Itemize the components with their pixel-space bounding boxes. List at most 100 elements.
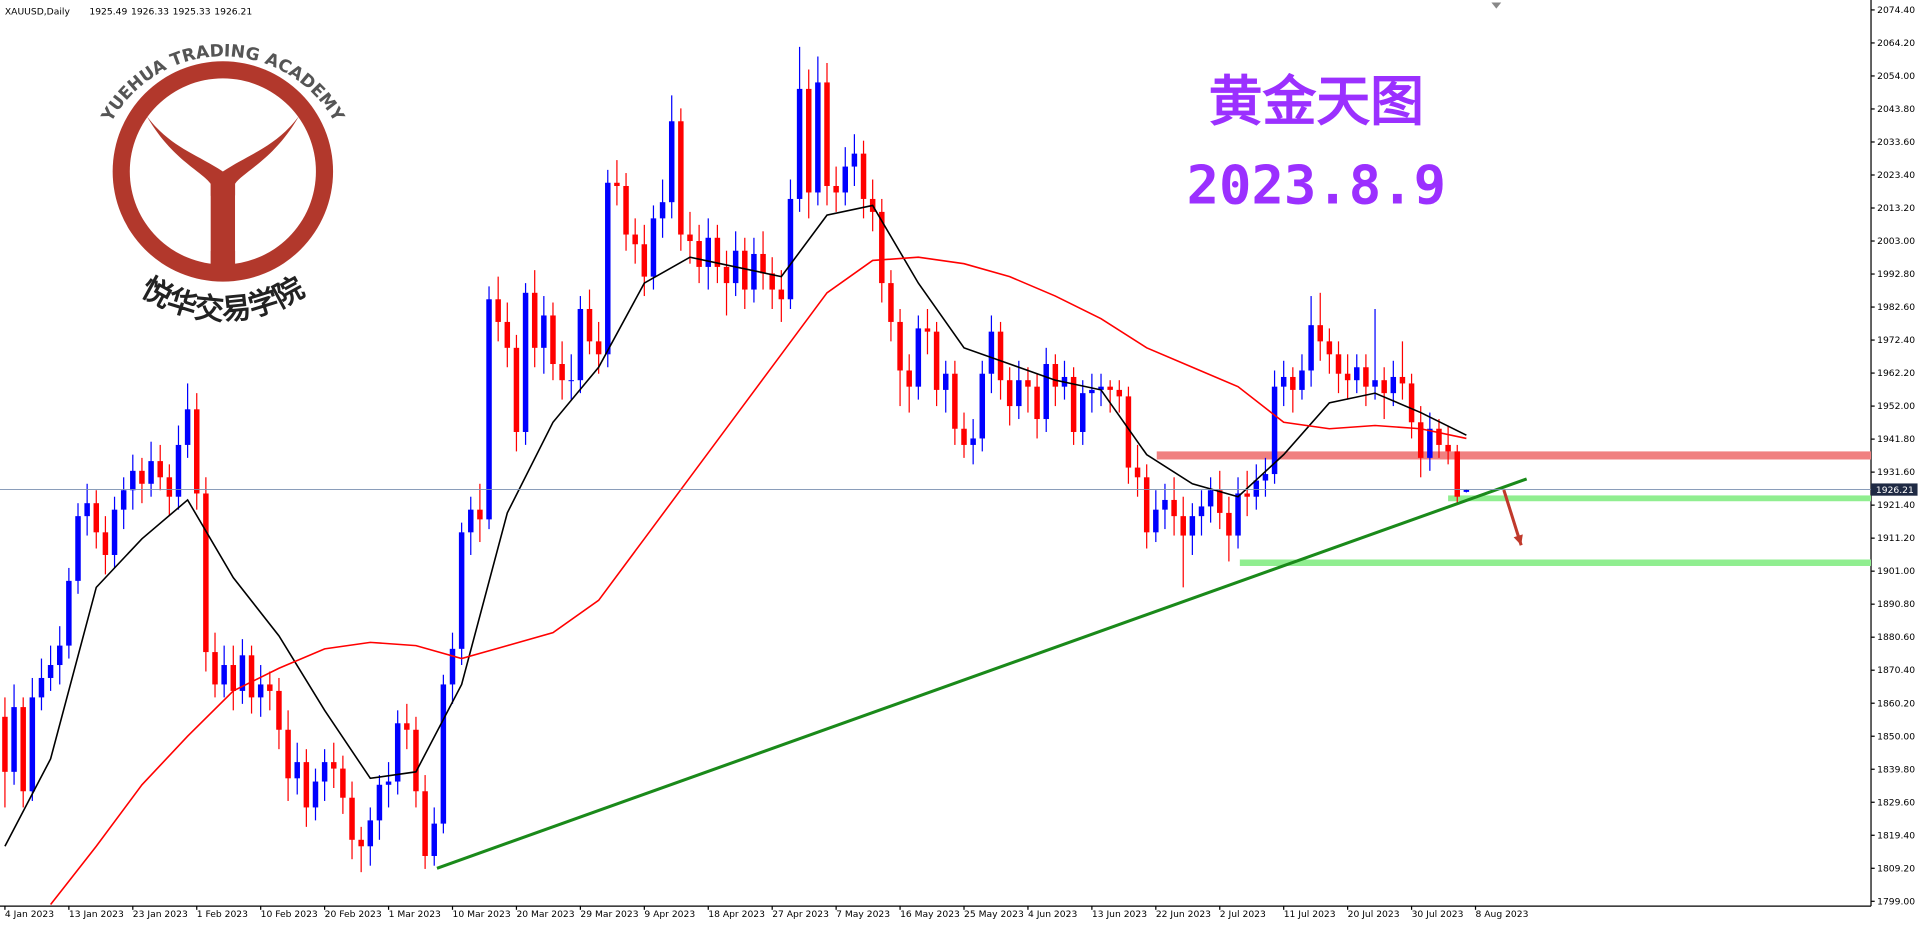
candle-body xyxy=(1171,499,1177,517)
candle-body xyxy=(595,341,602,355)
candle-body xyxy=(1180,516,1186,536)
candle-body xyxy=(303,762,310,808)
candle-body xyxy=(988,331,995,374)
candle-body xyxy=(1207,490,1214,507)
candle-body xyxy=(1326,341,1333,355)
candle-body xyxy=(20,707,26,792)
candle-body xyxy=(175,444,182,497)
candle-body xyxy=(422,791,428,856)
candle-body xyxy=(970,438,976,445)
x-tick-label: 30 Jul 2023 xyxy=(1412,909,1464,920)
candle-body xyxy=(504,321,511,348)
x-tick-label: 4 Jan 2023 xyxy=(5,909,54,920)
candle-body xyxy=(1089,389,1095,394)
moving-average xyxy=(49,256,1467,906)
candle-body xyxy=(1427,428,1433,458)
y-tick-label: 1941.80 xyxy=(1877,434,1915,445)
candle-body xyxy=(1189,516,1196,536)
candle-body xyxy=(559,364,565,381)
candle-body xyxy=(1070,376,1077,432)
y-tick-label: 2074.40 xyxy=(1877,5,1915,16)
candle-body xyxy=(376,784,383,821)
y-tick-label: 2023.40 xyxy=(1877,170,1915,181)
candle-body xyxy=(449,648,456,685)
candle-body xyxy=(879,211,885,284)
candle-body xyxy=(1153,509,1159,533)
candle-body xyxy=(56,645,63,666)
candle-body xyxy=(194,409,200,494)
candle-body xyxy=(1363,367,1369,387)
candle-body xyxy=(851,153,858,167)
candle-body xyxy=(778,289,785,300)
y-tick-label: 2064.20 xyxy=(1877,38,1915,49)
candle-body xyxy=(394,723,401,782)
candle-body xyxy=(276,690,282,730)
header-ohlc: 1925.33 xyxy=(173,7,211,18)
y-tick-label: 2003.00 xyxy=(1877,236,1915,247)
candle-body xyxy=(769,273,775,290)
y-tick-label: 2033.60 xyxy=(1877,137,1915,148)
candle-body xyxy=(1034,386,1040,420)
candle-body xyxy=(906,370,912,387)
candle-body xyxy=(47,665,54,678)
y-tick-label: 1972.40 xyxy=(1877,335,1915,346)
price-zone xyxy=(1156,451,1872,460)
candle-body xyxy=(1107,386,1113,390)
candle-body xyxy=(623,185,629,235)
candle-body xyxy=(678,121,684,235)
candle-body xyxy=(824,82,830,186)
x-tick-label: 10 Mar 2023 xyxy=(453,909,511,920)
candle-body xyxy=(340,768,346,798)
candle-body xyxy=(961,428,967,445)
price-tag-label: 1926.21 xyxy=(1876,485,1914,496)
x-tick-label: 2 Jul 2023 xyxy=(1220,909,1266,920)
candle-body xyxy=(267,684,273,691)
candle-body xyxy=(1043,364,1049,420)
candle-body xyxy=(248,655,255,698)
candle-body xyxy=(75,516,81,581)
x-tick-label: 1 Feb 2023 xyxy=(197,909,248,920)
y-tick-label: 1992.80 xyxy=(1877,269,1915,280)
candle-body xyxy=(148,461,154,484)
x-tick-label: 10 Feb 2023 xyxy=(261,909,318,920)
candle-body xyxy=(358,839,364,847)
y-tick-label: 1982.60 xyxy=(1877,302,1915,313)
x-tick-label: 9 Apr 2023 xyxy=(644,909,695,920)
chart-subtitle: 2023.8.9 xyxy=(1187,153,1446,216)
candle-body xyxy=(468,509,474,533)
candle-body xyxy=(805,88,812,193)
candle-body xyxy=(1290,376,1296,390)
candle-body xyxy=(541,315,547,348)
candle-body xyxy=(659,202,666,219)
candle-body xyxy=(705,237,711,267)
candle-body xyxy=(495,299,501,322)
y-tick-label: 1931.60 xyxy=(1877,467,1915,478)
x-tick-label: 20 Jul 2023 xyxy=(1348,909,1400,920)
candle-body xyxy=(1244,493,1250,497)
candle-body xyxy=(385,781,392,785)
candle-body xyxy=(668,121,675,203)
shift-marker xyxy=(1491,2,1502,9)
y-tick-label: 1860.20 xyxy=(1877,698,1915,709)
candle-body xyxy=(294,762,300,779)
candle-body xyxy=(1125,396,1132,468)
x-tick-label: 11 Jul 2023 xyxy=(1284,909,1336,920)
candle-body xyxy=(29,697,36,792)
candle-body xyxy=(1390,376,1397,394)
y-tick-label: 1799.00 xyxy=(1877,896,1915,907)
y-tick-label: 1870.40 xyxy=(1877,665,1915,676)
candle-body xyxy=(239,655,246,691)
candle-body xyxy=(1162,499,1168,510)
y-tick-label: 1911.20 xyxy=(1877,533,1915,544)
candle-body xyxy=(1006,380,1013,407)
candle-body xyxy=(888,283,894,322)
price-tag xyxy=(1871,483,1918,496)
candle-body xyxy=(1025,380,1031,387)
candle-body xyxy=(1317,325,1323,342)
candle-body xyxy=(367,820,374,847)
x-tick-label: 1 Mar 2023 xyxy=(389,909,441,920)
candle-body xyxy=(285,729,291,779)
x-tick-label: 7 May 2023 xyxy=(836,909,890,920)
candle-body xyxy=(742,250,748,290)
